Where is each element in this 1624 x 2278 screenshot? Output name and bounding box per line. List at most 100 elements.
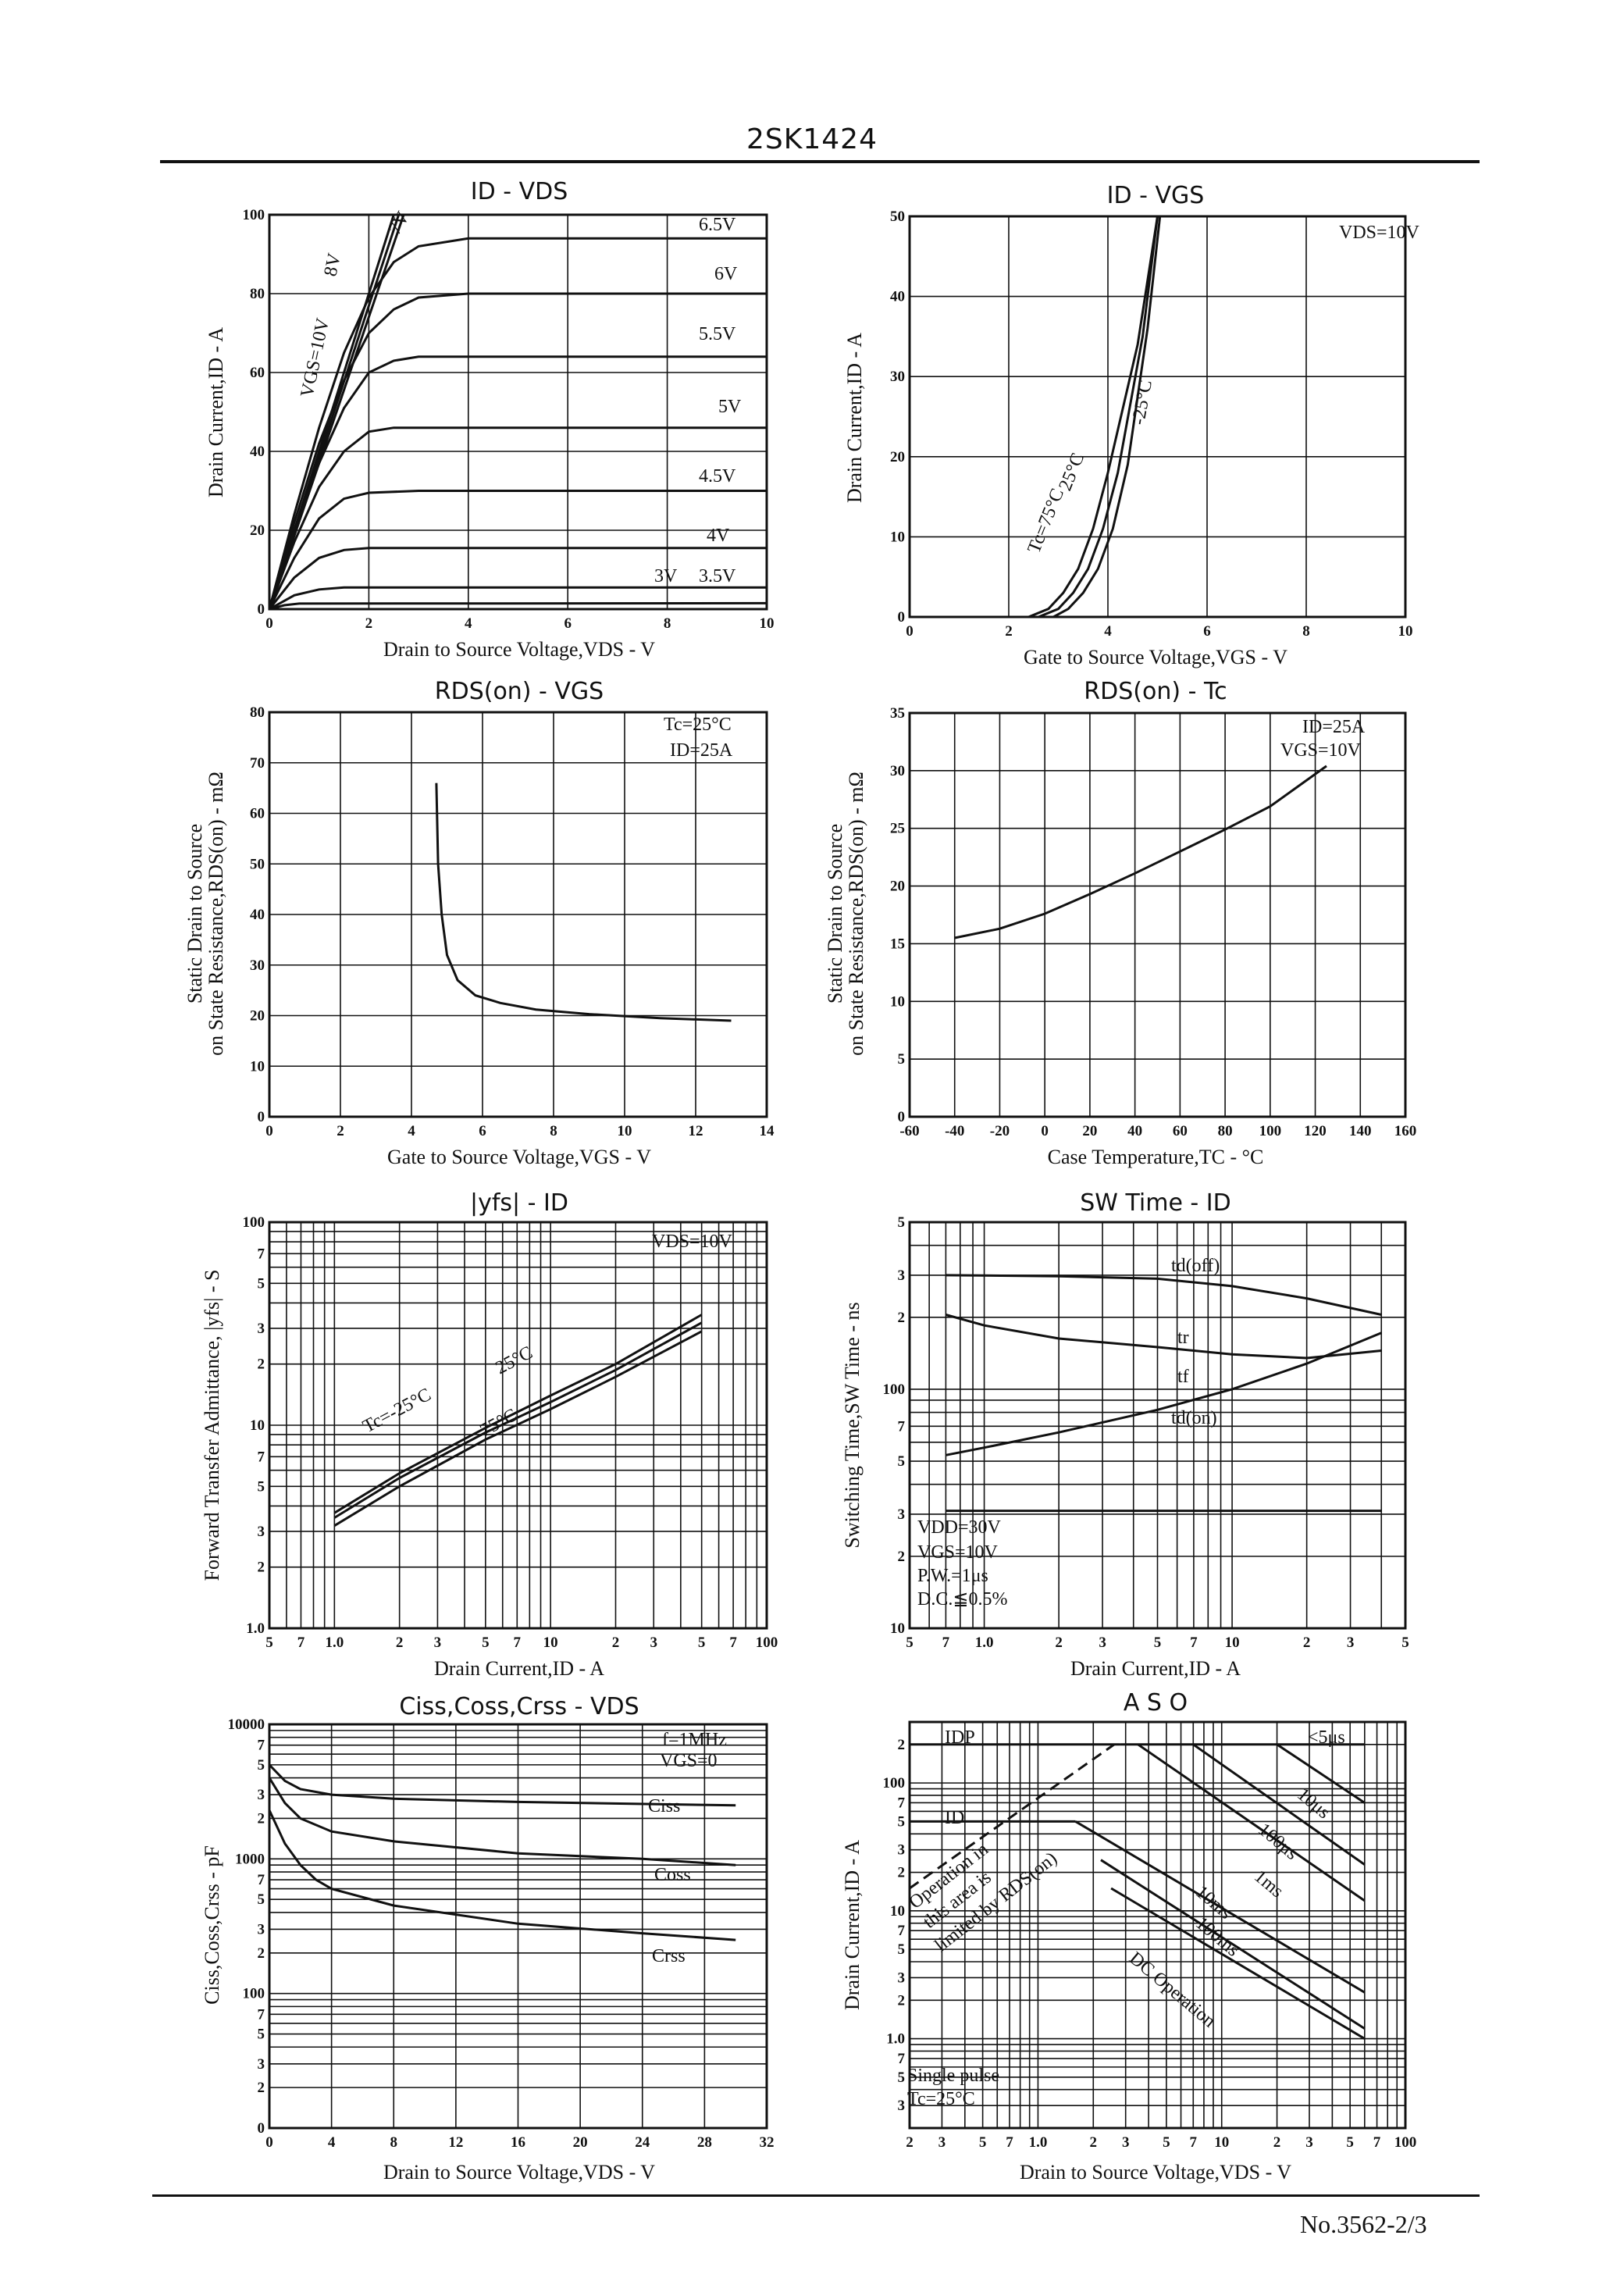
rds-vgs-chart: 0 2 4 6 8 10 12 14 0 10 20 30 40 50 60 70 80 RDS(on) - VG… [183,678,775,1168]
y-tick-label: 0 [258,601,265,618]
y-tick-label: 60 [250,806,265,822]
x-tick-label: 4 [328,2134,336,2151]
x-tick-label: 20 [573,2134,588,2151]
y-axis-label: Ciss,Coss,Crss - pF [201,1845,223,2005]
annotation: 10μs [1293,1784,1334,1823]
y-axis-label: Switching Time,SW Time - ns [841,1302,864,1548]
y-tick-label: 10 [890,1620,905,1637]
y-tick-label: 7 [258,1872,265,1888]
series-line-rds-on-limit [910,1743,1115,1890]
series-line-tf [946,1332,1382,1456]
x-tick-label: 5 [906,1635,914,1651]
series-line-ciss [269,1763,736,1807]
y-tick-label: 50 [890,209,905,225]
yfs-id-chart: 5 7 1.0 2 3 5 7 10 2 3 5 7 100 1.0 2 3 5 7 10 2 3 5 7 100 |yfs| … [201,1189,778,1680]
x-tick-label: 8 [664,615,671,632]
y-tick-label: 1.0 [886,2031,905,2048]
x-tick-label: 8 [390,2134,398,2151]
y-tick-label: 5 [258,1275,265,1292]
series-label: td(on) [1171,1408,1217,1428]
x-tick-label: 5 [979,2134,987,2151]
x-tick-label: 28 [697,2134,712,2151]
y-tick-label: 20 [250,522,265,539]
x-tick-label: 3 [1099,1635,1106,1651]
x-tick-label: 10 [1398,623,1413,640]
annotation: ID=25A [1302,717,1366,737]
x-tick-label: 2 [1090,2134,1098,2151]
series-line-25-c [1038,216,1159,617]
series-line-coss [269,1777,736,1866]
x-tick-label: 3 [434,1635,442,1651]
y-tick-label: 3 [898,1970,906,1986]
series-line-curve [954,765,1327,939]
y-tick-label: 100 [243,1214,265,1231]
x-tick-label: 3 [1122,2134,1130,2151]
y-tick-label: 20 [890,449,905,465]
y-tick-label: 30 [250,957,265,974]
annotation: DC Operation [1125,1948,1219,2032]
part-number-header: 2SK1424 [746,123,878,155]
annotation: D.C.≦0.5% [917,1589,1007,1610]
plot-frame [908,711,1407,1118]
x-tick-label: 40 [1127,1123,1142,1139]
annotation: VGS=10V [917,1542,999,1563]
plot-frame [908,215,1407,619]
y-tick-label: 2 [258,1560,265,1576]
x-tick-label: 60 [1173,1123,1188,1139]
y-tick-label: 2 [898,1737,906,1753]
y-tick-label: 5 [898,1941,906,1958]
x-tick-label: -60 [899,1123,919,1139]
y-tick-label: 5 [898,1051,906,1068]
series-label: Crss [652,1946,686,1966]
annotation: Tc=25°C [907,2089,975,2109]
x-axis-label: Case Temperature,TC - °C [1048,1146,1264,1168]
annotation: 100ms [1191,1913,1243,1961]
x-tick-label: 0 [1041,1123,1049,1139]
x-tick-label: 3 [1347,1635,1355,1651]
series-line-1ms [1137,1743,1366,1902]
aso-chart: 2 3 5 7 1.0 2 3 5 7 10 2 3 5 7 100 3 5 7 1.0 2 3 5 7 10 2 3 5 7 100 2… [841,1689,1416,2184]
x-tick-label: 1.0 [1029,2134,1048,2151]
x-tick-label: 20 [1082,1123,1097,1139]
y-tick-label: 7 [898,1418,906,1435]
y-tick-label: 35 [890,705,905,722]
chart-title: Ciss,Coss,Crss - VDS [399,1693,639,1720]
y-tick-label: 2 [898,1310,906,1326]
series-label: 4.5V [699,466,736,487]
y-tick-label: 7 [258,1449,265,1465]
y-tick-label: 2 [258,1356,265,1373]
y-tick-label: 5 [258,1757,265,1774]
x-tick-label: 32 [760,2134,775,2151]
x-axis-label: Drain to Source Voltage,VDS - V [1020,2161,1291,2184]
series-line-4-5v [269,490,767,609]
x-tick-label: 7 [729,1635,737,1651]
x-tick-label: 6 [479,1123,486,1139]
y-tick-label: 3 [898,2098,906,2114]
x-tick-label: 80 [1218,1123,1233,1139]
y-axis-label-line2: on State Resistance,RDS(on) - mΩ [205,772,227,1056]
x-tick-label: 120 [1304,1123,1327,1139]
y-tick-label: 7 [898,2051,906,2067]
x-axis-label: Gate to Source Voltage,VGS - V [387,1146,651,1168]
x-axis-label: Gate to Source Voltage,VGS - V [1024,646,1287,668]
y-tick-label: 5 [258,1478,265,1495]
y-axis-label-line1: Static Drain to Source [824,824,846,1004]
x-tick-label: 2 [365,615,373,632]
annotation: ID [945,1808,964,1828]
series-line-curve [435,783,732,1022]
x-tick-label: 7 [1190,1635,1198,1651]
y-tick-label: 3 [898,1842,906,1859]
x-tick-label: 0 [265,615,273,632]
y-tick-label: 2 [258,1810,265,1827]
chart-title: RDS(on) - VGS [435,678,604,705]
y-tick-label: 7 [258,1738,265,1754]
y-tick-label: 2 [898,1992,906,2009]
y-tick-label: 7 [258,1246,265,1262]
y-tick-label: 5 [258,2027,265,2043]
x-tick-label: 4 [465,615,472,632]
series-label: Ciss [648,1796,680,1816]
series-label: 6.5V [699,215,736,235]
y-tick-label: 10000 [228,1717,265,1733]
x-tick-label: 3 [1305,2134,1313,2151]
